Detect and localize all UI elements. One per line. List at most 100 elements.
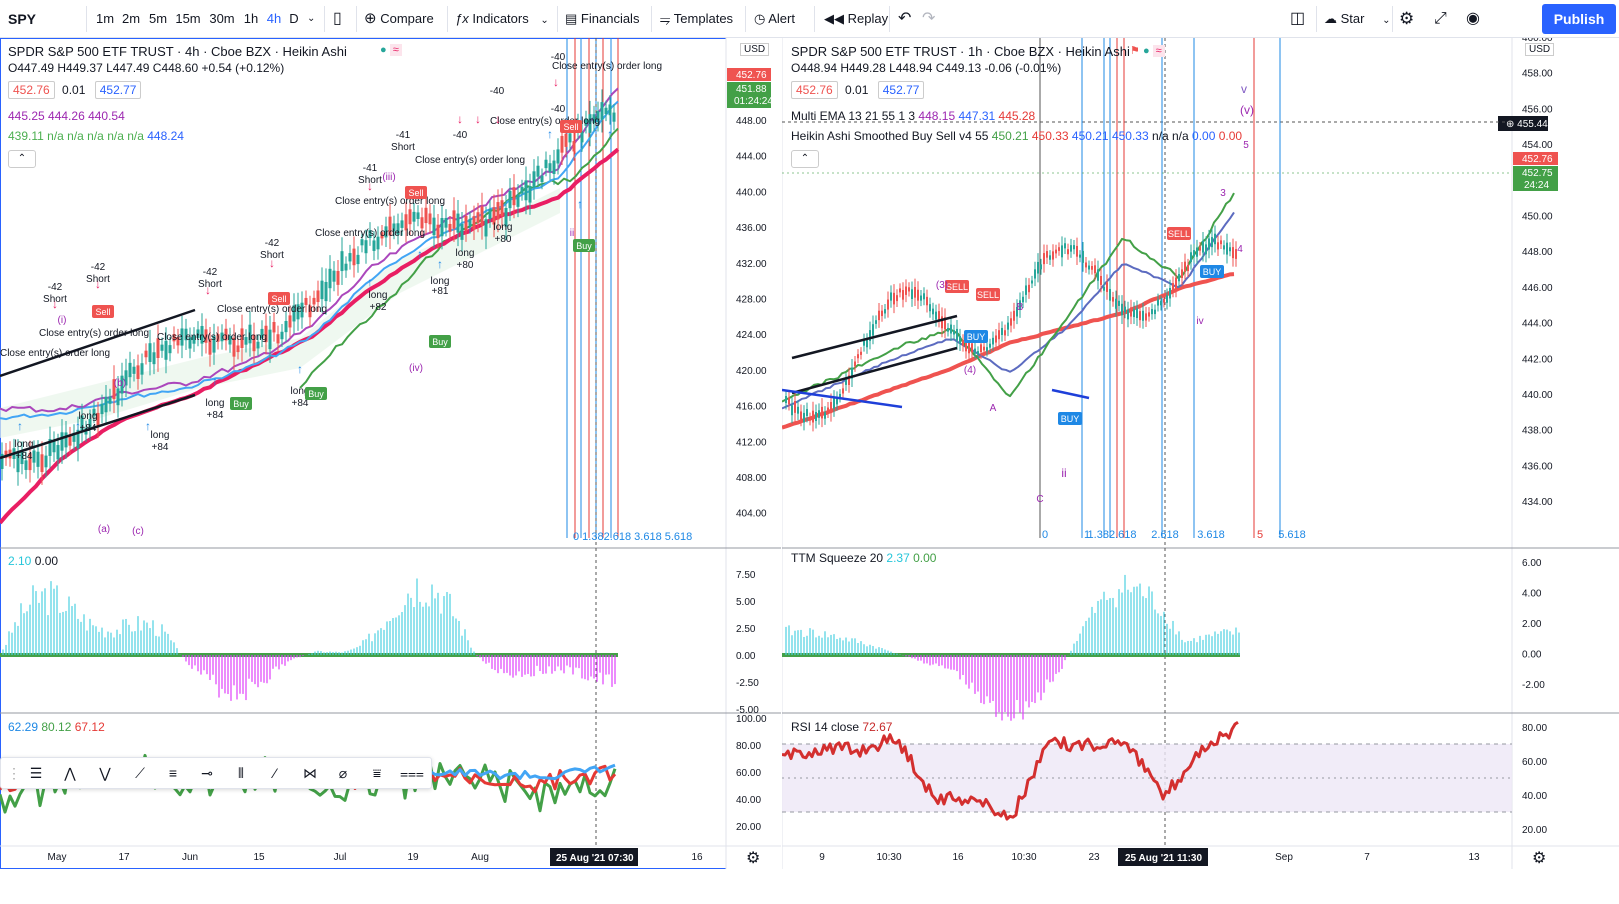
candle-body <box>956 328 958 341</box>
candle-body <box>324 281 328 302</box>
candle-body <box>192 335 196 344</box>
candle-body <box>815 412 817 421</box>
divider <box>889 6 890 32</box>
short-arrow-icon: ↓ <box>495 112 501 126</box>
short-arrow-icon: ↓ <box>457 112 463 126</box>
candle-body <box>516 194 520 207</box>
chart-type-candles-icon[interactable]: ▯ <box>333 10 342 27</box>
candle-body <box>1049 255 1051 260</box>
ask-price[interactable]: 452.77 <box>94 81 142 99</box>
gear-icon[interactable]: ⚙ <box>1399 9 1415 28</box>
candle-body <box>899 288 901 293</box>
symbol-search[interactable]: SPY <box>8 11 37 27</box>
ray-icon[interactable]: ⁄ <box>273 765 277 781</box>
right-currency-select[interactable]: USD <box>1525 43 1555 56</box>
timeframe-4h[interactable]: 4h <box>266 11 282 26</box>
candle-body <box>404 214 408 231</box>
divider <box>324 6 325 32</box>
cloud-save-button[interactable]: ☁ Star ⌄ <box>1324 0 1390 38</box>
timeframe-5m[interactable]: 5m <box>148 11 168 26</box>
candle-body <box>364 240 368 254</box>
right-price-label: 460.00 <box>1522 38 1553 44</box>
trend-line-icon[interactable]: ⟋ <box>135 765 145 781</box>
right-settings-gear-icon[interactable]: ⚙ <box>1532 850 1547 867</box>
candle-body <box>830 402 832 414</box>
layout-select-icon[interactable]: ◫ <box>1290 10 1306 27</box>
candle-body <box>1127 309 1129 320</box>
compare-button[interactable]: ⊕ Compare <box>364 0 434 38</box>
candle-body <box>971 343 973 353</box>
candle-body <box>376 236 380 250</box>
fib-retracement-icon[interactable]: ⩸ <box>372 765 382 781</box>
candle-body <box>1004 330 1006 336</box>
fib-extension-icon[interactable]: ⩶ <box>400 765 424 781</box>
timeframe-dropdown-chevron-icon[interactable]: ⌄ <box>307 13 316 24</box>
strategy-label: -40 <box>490 86 505 97</box>
vertical-lines-icon[interactable]: ⦀ <box>237 765 245 781</box>
undo-icon[interactable]: ↶ <box>898 10 912 27</box>
blue-trend-line <box>1051 388 1090 400</box>
candle-body <box>432 217 436 236</box>
buy-badge <box>429 335 451 348</box>
candle-body <box>444 217 448 228</box>
candle-body <box>1229 247 1231 252</box>
candle-body <box>1220 240 1222 245</box>
fullscreen-icon[interactable]: ⤢ <box>1434 10 1447 27</box>
candle-body <box>941 316 943 329</box>
candle-body <box>1178 274 1180 282</box>
rsi-axis-label: 40.00 <box>736 795 761 806</box>
candle-body <box>520 186 524 194</box>
candle-body <box>917 289 919 301</box>
lines-icon[interactable]: ☰ <box>29 765 43 781</box>
left-price-label: 424.00 <box>736 330 767 341</box>
left-osc-legend: 2.10 0.00 <box>8 554 58 568</box>
publish-button[interactable]: Publish <box>1542 4 1616 34</box>
wave-abc-icon[interactable]: ⋁ <box>99 765 111 781</box>
buy-badge <box>1200 265 1224 278</box>
indicators-button[interactable]: ƒx Indicators ⌄ <box>455 0 549 38</box>
right-chart-canvas[interactable]: 460.00 458.00 456.00 454.00 4 5 2.00 450.00 448.… <box>782 38 1619 869</box>
elliott-wave-label: B <box>1017 302 1024 313</box>
collapse-legend-chevron-up-icon[interactable]: ⌃ <box>791 150 819 168</box>
horizontal-ray-icon[interactable]: ⊸ <box>201 765 213 781</box>
left-price-label: 416.00 <box>736 402 767 413</box>
timeframe-1h[interactable]: 1h <box>243 11 259 26</box>
ask-price[interactable]: 452.77 <box>877 81 925 99</box>
sell-badge-text: Sell <box>408 188 423 198</box>
timeframe-15m[interactable]: 15m <box>175 11 201 26</box>
channel-icon[interactable]: ≡ <box>168 765 178 781</box>
left-settings-gear-icon[interactable]: ⚙ <box>746 850 761 867</box>
timeframe-d[interactable]: D <box>289 11 299 26</box>
collapse-legend-chevron-up-icon[interactable]: ⌃ <box>8 150 36 168</box>
candle-body <box>200 326 204 344</box>
wave-123-icon[interactable]: ⋀ <box>64 765 76 781</box>
bid-price[interactable]: 452.76 <box>791 81 838 99</box>
candle-body <box>456 213 460 233</box>
timeframe-2m[interactable]: 2m <box>121 11 141 26</box>
timeframe-1m[interactable]: 1m <box>95 11 115 26</box>
spiral-icon[interactable]: ⌀ <box>338 765 348 781</box>
alert-button[interactable]: ◷ Alert <box>754 0 795 38</box>
camera-icon[interactable]: ◉ <box>1466 10 1480 27</box>
strategy-label: long <box>15 439 34 450</box>
timeframe-30m[interactable]: 30m <box>209 11 235 26</box>
rsi-legend: RSI 14 close 72.67 <box>791 720 892 734</box>
candle-body <box>52 441 56 453</box>
cursor-time-box <box>1118 848 1208 866</box>
drag-handle-icon[interactable]: ⋮ <box>7 765 21 781</box>
candle-body <box>1097 269 1099 281</box>
strategy-label: Close entry(s) order long <box>315 228 425 239</box>
redo-icon[interactable]: ↷ <box>922 10 936 27</box>
left-currency-select[interactable]: USD <box>740 43 770 56</box>
candle-body <box>328 268 332 289</box>
candle-body <box>276 334 280 344</box>
candle-body <box>440 218 444 237</box>
replay-button[interactable]: ◀◀ Replay <box>824 0 888 38</box>
bid-price[interactable]: 452.76 <box>8 81 55 99</box>
elliott-wave-label: v <box>1241 82 1247 96</box>
rsi-axis-label: 60.00 <box>1522 757 1547 768</box>
financials-button[interactable]: ▤ Financials <box>565 0 639 38</box>
templates-button[interactable]: ⥭ Templates <box>660 0 733 38</box>
left-chart-canvas[interactable]: 448.00 444.00 440.00 436.00 432.00 428.00 424.… <box>0 38 781 869</box>
pattern-icon[interactable]: ⋈ <box>303 765 317 781</box>
